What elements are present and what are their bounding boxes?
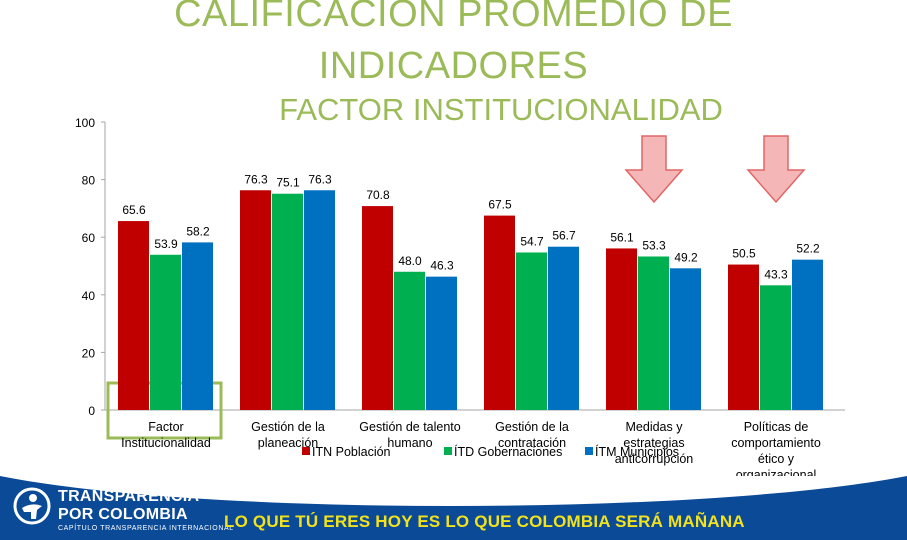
data-label: 46.3 [430, 259, 454, 273]
data-label: 53.3 [642, 238, 666, 252]
data-label: 52.2 [796, 242, 820, 256]
brand-name-line2: POR COLOMBIA [58, 506, 188, 523]
bar [516, 252, 547, 410]
category-label: planeación [258, 436, 319, 450]
data-label: 50.5 [732, 247, 756, 261]
chart-title-line2: INDICADORES [318, 45, 589, 87]
bar [606, 248, 637, 410]
category-label: comportamiento [731, 436, 821, 450]
legend-swatch [302, 447, 310, 455]
bar [548, 246, 579, 410]
legend-swatch [585, 447, 593, 455]
data-label: 54.7 [520, 234, 544, 248]
category-label: Medidas y [626, 420, 684, 434]
category-label: Gestión de la [251, 420, 325, 434]
category-label: humano [387, 436, 432, 450]
legend-label: ÍTD Gobernaciones [454, 444, 562, 459]
data-label: 76.3 [244, 172, 268, 186]
data-label: 67.5 [488, 198, 512, 212]
data-label: 53.9 [154, 237, 178, 251]
y-tick-label: 40 [82, 289, 96, 303]
brand-tagline: CAPÍTULO TRANSPARENCIA INTERNACIONAL [58, 525, 234, 532]
category-label: Gestión de la [495, 420, 569, 434]
category-label: Factor [148, 420, 183, 434]
data-label: 49.2 [674, 250, 698, 264]
bar [638, 256, 669, 410]
data-label: 76.3 [308, 172, 332, 186]
bar [272, 193, 303, 410]
down-arrow-icon [624, 135, 684, 204]
y-tick-label: 60 [82, 231, 96, 245]
category-label: anticorrupción [615, 452, 694, 466]
chart-subtitle: FACTOR INSTITUCIONALIDAD [279, 92, 723, 127]
category-label: organizacional [736, 468, 817, 476]
category-label: ético y [758, 452, 795, 466]
legend-label: ITN Población [312, 445, 391, 459]
y-tick-label: 0 [88, 404, 95, 418]
bar [670, 268, 701, 410]
bar [394, 271, 425, 410]
data-label: 48.0 [398, 254, 422, 268]
data-label: 43.3 [764, 267, 788, 281]
bar [118, 221, 149, 410]
bar [792, 259, 823, 410]
data-label: 70.8 [366, 188, 390, 202]
legend-label: ÍTM Municipios [595, 444, 679, 459]
y-tick-label: 100 [75, 116, 95, 130]
data-label: 56.7 [552, 229, 576, 243]
bar [240, 190, 271, 410]
y-tick-label: 80 [82, 174, 96, 188]
data-label: 56.1 [610, 230, 634, 244]
bar [426, 276, 457, 410]
bar [362, 206, 393, 410]
bar [150, 254, 181, 410]
down-arrow-icon [746, 135, 806, 204]
bar [182, 242, 213, 410]
legend-swatch [444, 447, 452, 455]
category-label: Gestión de talento [359, 420, 461, 434]
category-label: Institucionalidad [121, 436, 211, 450]
chart-title-line1: CALIFICACIÓN PROMEDIO DE [174, 0, 733, 35]
y-tick-label: 20 [82, 346, 96, 360]
transparencia-logo-icon [13, 487, 51, 525]
footer-banner [0, 476, 907, 540]
bar [760, 285, 791, 410]
slogan: LO QUE TÚ ERES HOY ES LO QUE COLOMBIA SE… [224, 512, 745, 531]
bar [304, 190, 335, 410]
bar [484, 215, 515, 410]
bar-chart: 0 20 40 60 80 100 65.6 53.9 58.2 Factor Institucio… [75, 116, 845, 476]
brand-name-line1: TRANSPARENCIA [58, 488, 200, 505]
category-label: estrategias [623, 436, 684, 450]
bar [728, 264, 759, 410]
data-label: 65.6 [122, 203, 146, 217]
category-label: Políticas de [744, 420, 809, 434]
data-label: 58.2 [186, 224, 210, 238]
data-label: 75.1 [276, 176, 300, 190]
category-label: contratación [498, 436, 566, 450]
